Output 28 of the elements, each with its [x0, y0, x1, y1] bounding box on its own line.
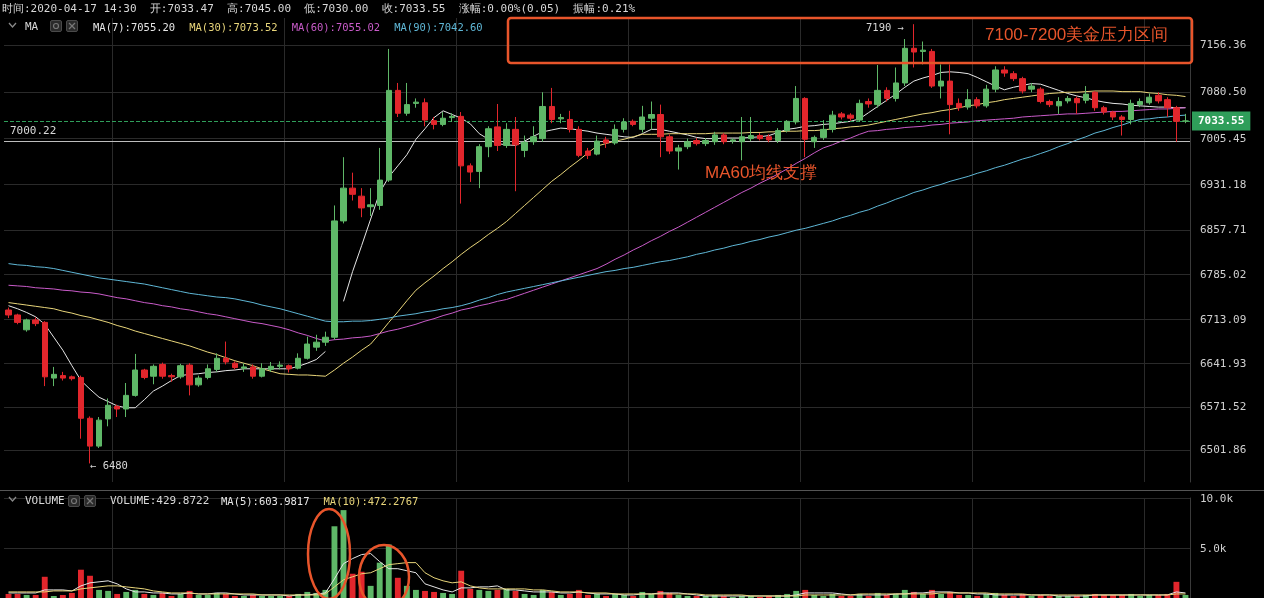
- annotation: MA60均线支撑: [705, 163, 818, 182]
- y-tick-label: 6641.93: [1200, 356, 1247, 370]
- annotation: 7190 →: [866, 20, 904, 33]
- y-tick-label: 6501.86: [1200, 443, 1247, 457]
- y-tick-label: 6713.09: [1200, 312, 1247, 326]
- y-tick-label: 6571.52: [1200, 400, 1247, 414]
- y-tick-label: 10.0k: [1200, 491, 1234, 505]
- text: MA(5):603.9817: [221, 495, 310, 507]
- annotation: VOLUME:429.8722: [110, 494, 210, 507]
- ref-line-label: 7033.55: [1198, 114, 1245, 128]
- text: 时间:2020-04-17 14:30 开:7033.47 高:7045.00 低:7030.00 收:7033.55 涨幅:0.00%(0.05) 振幅:0.21%: [2, 2, 636, 15]
- y-tick-label: 6857.71: [1200, 223, 1247, 237]
- text: MA(30):7073.52: [189, 21, 278, 33]
- y-tick-label: 5.0k: [1200, 542, 1227, 555]
- ref-line-label: 7000.22: [10, 123, 57, 137]
- y-tick-label: 6785.02: [1200, 268, 1247, 282]
- annotation: ← 6480: [90, 458, 128, 471]
- annotation: 7100-7200美金压力区间: [985, 25, 1169, 44]
- y-tick-label: 7156.36: [1200, 38, 1247, 52]
- annotation: MA: [25, 20, 39, 33]
- text: MA(60):7055.02: [291, 21, 381, 33]
- text: MA(7):7055.20: [93, 21, 176, 33]
- text: MA(90):7042.60: [394, 21, 483, 33]
- y-tick-label: 7080.50: [1200, 85, 1247, 99]
- y-tick-label: 7005.45: [1200, 131, 1247, 145]
- y-tick-label: 6931.18: [1200, 177, 1247, 191]
- text: MA(10):472.2767: [323, 495, 419, 507]
- annotation: VOLUME: [25, 494, 65, 507]
